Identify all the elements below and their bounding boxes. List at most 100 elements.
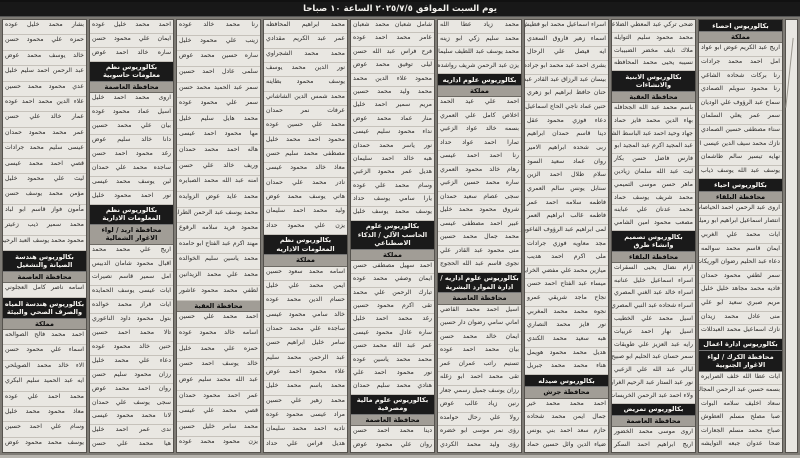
candidate-name: رزان يوسف جميل رسمي جعار [438, 386, 521, 400]
candidate-name: زينب علي محمود خليل [177, 36, 260, 52]
candidate-name: عدي محمود محمد حسين [3, 82, 86, 98]
candidate-name: محمد محمد الشجراوي [264, 49, 347, 63]
column-6: محمد ابراهيم المحافظه عمر عبد الكريم مقدا… [263, 19, 348, 453]
degree-header: بكالوريوس علوم اداريه [438, 74, 521, 87]
candidate-name: ايات عطا الله خلف الصرايره [699, 372, 782, 386]
candidate-name: ساره خالد احمد عوض [90, 48, 173, 62]
degree-header: بكالوريوس تمريض [612, 403, 695, 416]
candidate-name: هديل فراس علي حداد [266, 439, 345, 447]
candidate-name: محمد زهير علي حسين [264, 396, 347, 410]
candidate-name: يوسف عبد الله يوسف ذياب [699, 166, 782, 180]
candidate-name: حازم سعد احمد بني يونس [525, 426, 608, 440]
candidate-name: باسم محمد عبد الله الجحافله [612, 103, 695, 116]
candidate-name: ساره عادل محمود عيسى [351, 328, 434, 342]
candidate-name: محمد سمير ذيب زعيتر [3, 220, 86, 236]
candidate-name: هنادي محمد سليم حمدان [351, 381, 434, 395]
candidate-name: ميساء عبد الفتاح احمد حسن [525, 279, 608, 294]
candidate-name: محمد ابراهيم المحافظه [264, 20, 347, 35]
candidate-name: هديل محمد محمود هويمل [525, 348, 608, 362]
candidate-name: تمارا احمد عواد حداد [438, 138, 521, 152]
candidate-name: مصعب محمود امين الشامي [612, 218, 695, 232]
candidate-name: حنين عماد ناجي الحاج اسماعيل [525, 102, 608, 116]
candidate-name: نهايه تيسير سالم طاشمان [699, 152, 782, 166]
candidate-name: مهند اكرم عبد الفتاح ابو حامده [177, 239, 260, 255]
candidate-name: محمد ياسين سليم الخوالده [177, 254, 260, 270]
governorate-subheader: محافظة العقبة [612, 91, 695, 103]
column-8: احمد محمد خليل عوده ايمان علي محمود حسن سا… [89, 19, 174, 453]
candidate-name: محمد علي محمد الزيدانين [177, 270, 260, 286]
candidate-name: ساره حسين محمد عوض [177, 51, 260, 67]
candidate-name: دعاء فوزي محمود عقل [525, 116, 608, 130]
candidate-name: ضحا عدوان جبعه التوايشه [701, 440, 780, 448]
candidate-name: حسام الدين محمد عوده [264, 295, 347, 310]
degree-header: بكالوريوس نظم معلومات حاسوبية [90, 61, 173, 83]
candidate-name: فاطمه سلامه احمد عمر [525, 198, 608, 212]
candidate-name: قصي محمد علي عيسى [177, 406, 260, 422]
candidate-name: بتول محمود داود الناعوري [90, 314, 173, 329]
candidate-name: نازك محمد سيف الدين عيسى الدقبوني [699, 139, 782, 153]
candidate-name: نجاح ماجد شريقي عمرو [525, 293, 608, 307]
candidate-name: عامر محمد احمد عوده [351, 33, 434, 47]
candidate-name: نور ياسر محمد حمدان [351, 141, 434, 154]
candidate-name: عمار خالد علي حسن [3, 112, 86, 128]
candidate-name: اروى محمد احمد خليل [90, 93, 173, 108]
degree-header: بكالوريوس هندسة المياه والصرف الصحي والب… [3, 298, 86, 319]
governorate-subheader: محافظة العاصمة [90, 82, 173, 94]
right-margin-strip [785, 19, 798, 453]
candidate-name: محمود فريد سلامه الرقوع [177, 223, 260, 239]
candidate-name: لين يوسف محمد عيسى [90, 177, 173, 191]
candidate-name: فرح فراس عبد الله حسن [351, 47, 434, 61]
column-4: محمد زياد عطا الله محمد سليم زكي ابو زينه… [437, 19, 522, 453]
candidate-name: منار عماد محمد عوض [351, 114, 434, 128]
column-7: رنا محمد خالد عوده زينب علي محمود خليل سار… [176, 19, 261, 453]
candidate-name: محمد سامر خليل حسين [177, 422, 260, 438]
candidate-name: سجى عصام سعيد حمدان [438, 192, 521, 206]
candidate-name: سمر علي محمود عوده [177, 98, 260, 114]
candidate-name: رؤى وليد محمد الكردي [440, 440, 519, 448]
candidate-name: اسماء زهير فاروق السعدي [525, 34, 608, 48]
degree-header: بكالوريوس علوم الحاسب الآلي / الذكاء الا… [351, 220, 434, 250]
candidate-name: نور الدين محمد يوسف [264, 63, 347, 78]
degree-header: بكالوريوس الابنية والانشاءات [612, 71, 695, 92]
candidate-name: تسنيم راتب عمران عمر [438, 359, 521, 373]
candidate-name: ايمن محمد علي خليل [264, 281, 347, 296]
candidate-name: احمد علي عيد الحمد [438, 97, 521, 111]
candidate-name: هاني يوسف محمد عوض [264, 192, 347, 207]
candidate-name: امل احمد محمد جرادات [699, 57, 782, 71]
candidate-name: اسامه ناصر كامل العجلوني [3, 283, 86, 299]
degree-header: بكالوريوس علوم اداريه / ادارة الموارد ال… [438, 272, 521, 294]
candidate-name: اروى عبد الرحمن احمد الحياصات [699, 203, 782, 217]
candidate-name: ايمان وصفي محمد عوده [351, 274, 434, 288]
candidate-name: اسامه محمد سعود حسين [264, 267, 347, 281]
candidate-name: ليالي عبد الله علي الزعبي [612, 365, 695, 379]
candidate-name: علاء محمود احمد عوض [264, 367, 347, 382]
candidate-name: سماح عبد الرؤوف علي الوديان [699, 98, 782, 112]
candidate-name: اسيل نهار احمد عربيات [612, 327, 695, 340]
candidate-name: رولا علي رحال حوامده [438, 413, 521, 427]
candidate-name: منى عادل محمد زيدان [699, 312, 782, 326]
candidate-name: ايمان قاسم محمد سوالمه [699, 244, 782, 258]
candidate-name: دينا محمد احمد حسن [351, 426, 434, 440]
candidate-name: ناديه احمد محمد سليمان [264, 424, 347, 439]
candidate-name: رغد محمد احمد خليل [351, 314, 434, 328]
candidate-name: محمد احمد علي عوده [3, 392, 86, 407]
candidate-name: ليث علي محمود خليل [3, 174, 86, 190]
candidate-name: هبه خالد احمد سليمان [351, 154, 434, 168]
columns-area: بكالوريوس احصاء مملكة اريج عبد الكريم عوض … [0, 17, 800, 455]
candidate-name: احمد محمد فالح الصوالحه [3, 330, 86, 346]
candidate-name: محمد وليد محمد حسين [351, 87, 434, 101]
column-9: بشار محمد خليل عوده حمزه علي محمود حسن خال… [2, 19, 87, 453]
candidate-name: يوسف محمد محمود عوض [5, 438, 84, 446]
candidate-name: ساجده محمد علي حمدان [90, 163, 173, 177]
candidate-name: ايه فيصل علي الرحال [525, 47, 608, 61]
column-3: اسراء اسماعيل محمد ابو فطيش اسماء زهير فا… [524, 19, 609, 453]
candidate-name: ايمان خالد محمد حسن [438, 332, 521, 346]
candidate-name: خالد يوسف محمد عوض [3, 51, 86, 67]
candidate-name: حمزه علي محمود حسن [3, 35, 86, 51]
candidate-name: محمد عدنان علي عبابنه [612, 205, 695, 219]
candidate-name: اسيل عماد محمود عوده [90, 107, 173, 122]
candidate-name: ايات فراز محمد خوالده [90, 300, 173, 315]
candidate-name: نور محمود احمد علي [351, 368, 434, 382]
candidate-name: محمود علاء الدين محمد [351, 74, 434, 87]
governorate-subheader: مملكة [699, 32, 782, 44]
